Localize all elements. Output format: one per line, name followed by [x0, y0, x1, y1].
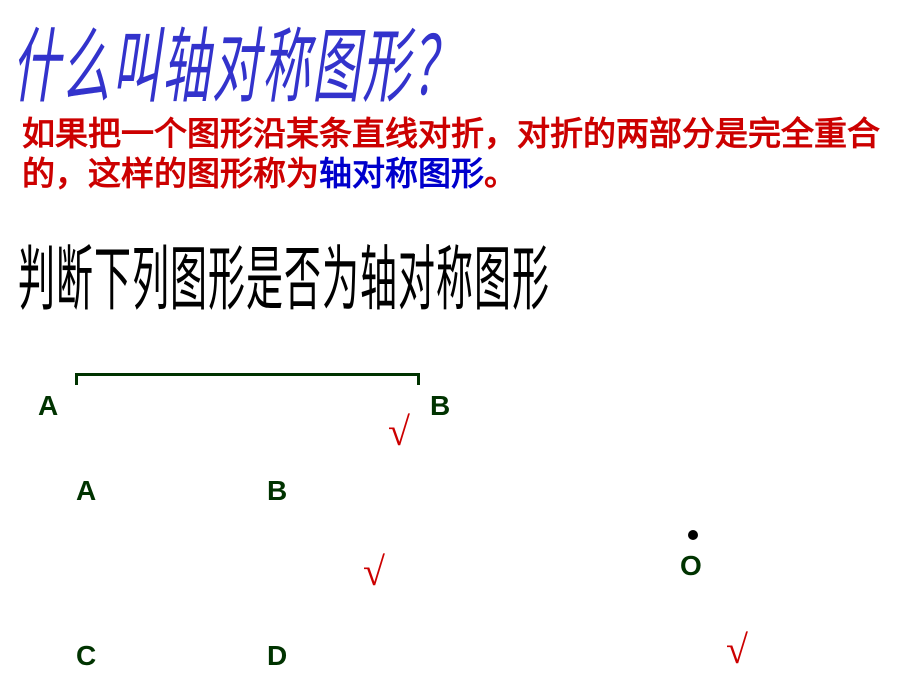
definition-highlight: 轴对称图形: [319, 157, 484, 193]
check-mark-3: √: [726, 630, 748, 670]
check-mark-1: √: [388, 412, 410, 452]
label-rect-A: A: [76, 475, 96, 507]
label-rect-C: C: [76, 640, 96, 672]
label-point-O: O: [680, 550, 702, 582]
check-mark-2: √: [363, 552, 385, 592]
label-rect-B: B: [267, 475, 287, 507]
label-rect-D: D: [267, 640, 287, 672]
definition-text: 如果把一个图形沿某条直线对折，对折的两部分是完全重合的，这样的图形称为轴对称图形…: [22, 116, 902, 195]
label-segment-A: A: [38, 390, 58, 422]
page-title: 什么叫轴对称图形？: [12, 0, 462, 119]
segment-endpoint-right: [417, 373, 420, 385]
segment-line: [75, 373, 420, 376]
definition-period: 。: [484, 157, 517, 193]
subtitle-text: 判断下列图形是否为轴对称图形: [18, 222, 550, 325]
label-segment-B: B: [430, 390, 450, 422]
point-dot: [688, 530, 698, 540]
